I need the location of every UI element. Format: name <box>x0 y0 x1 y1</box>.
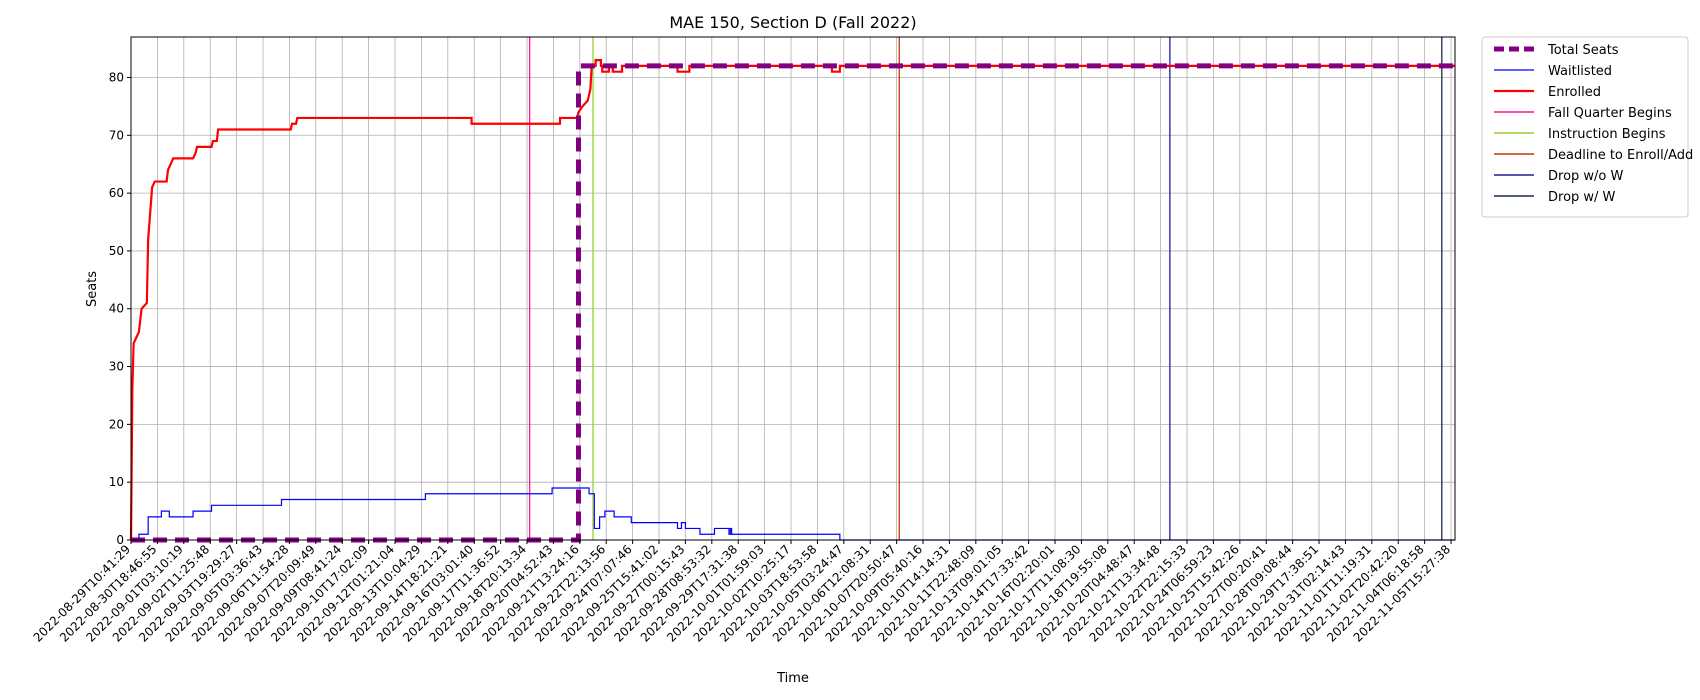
legend-label: Total Seats <box>1547 43 1619 58</box>
series-line-enrolled <box>129 59 1455 541</box>
legend-label: Fall Quarter Begins <box>1548 106 1672 121</box>
series-group <box>129 59 1455 543</box>
x-axis-label: Time <box>776 671 809 686</box>
series-line-waitlisted <box>131 487 1455 541</box>
y-tick-label: 0 <box>116 533 124 547</box>
legend-label: Deadline to Enroll/Add <box>1548 148 1693 163</box>
legend-label: Drop w/ W <box>1548 190 1616 205</box>
y-axis: 0 10 20 30 40 50 60 70 80 <box>109 70 131 547</box>
legend-box <box>1481 36 1689 218</box>
y-tick-label: 10 <box>109 475 124 489</box>
legend-label: Instruction Begins <box>1548 127 1666 142</box>
y-axis-label: Seats <box>85 271 100 307</box>
y-tick-label: 20 <box>109 417 124 431</box>
plot-frame <box>130 36 1456 541</box>
chart-title: MAE 150, Section D (Fall 2022) <box>669 13 916 32</box>
x-axis: 2022-08-29T10:41:292022-08-30T18:46:5520… <box>31 540 1453 645</box>
y-tick-label: 50 <box>109 244 124 258</box>
legend-label: Enrolled <box>1548 85 1601 100</box>
y-tick-label: 70 <box>109 128 124 142</box>
legend: Total Seats Waitlisted Enrolled Fall Quarte… <box>1481 36 1693 218</box>
y-tick-label: 30 <box>109 360 124 374</box>
legend-label: Waitlisted <box>1548 64 1612 79</box>
event-lines <box>529 37 1443 540</box>
y-tick-label: 80 <box>109 70 124 84</box>
grid-lines <box>130 37 1455 541</box>
y-tick-label: 60 <box>109 186 124 200</box>
legend-label: Drop w/o W <box>1548 169 1624 184</box>
y-tick-label: 40 <box>109 302 124 316</box>
series-line-total-seats <box>131 63 1455 543</box>
